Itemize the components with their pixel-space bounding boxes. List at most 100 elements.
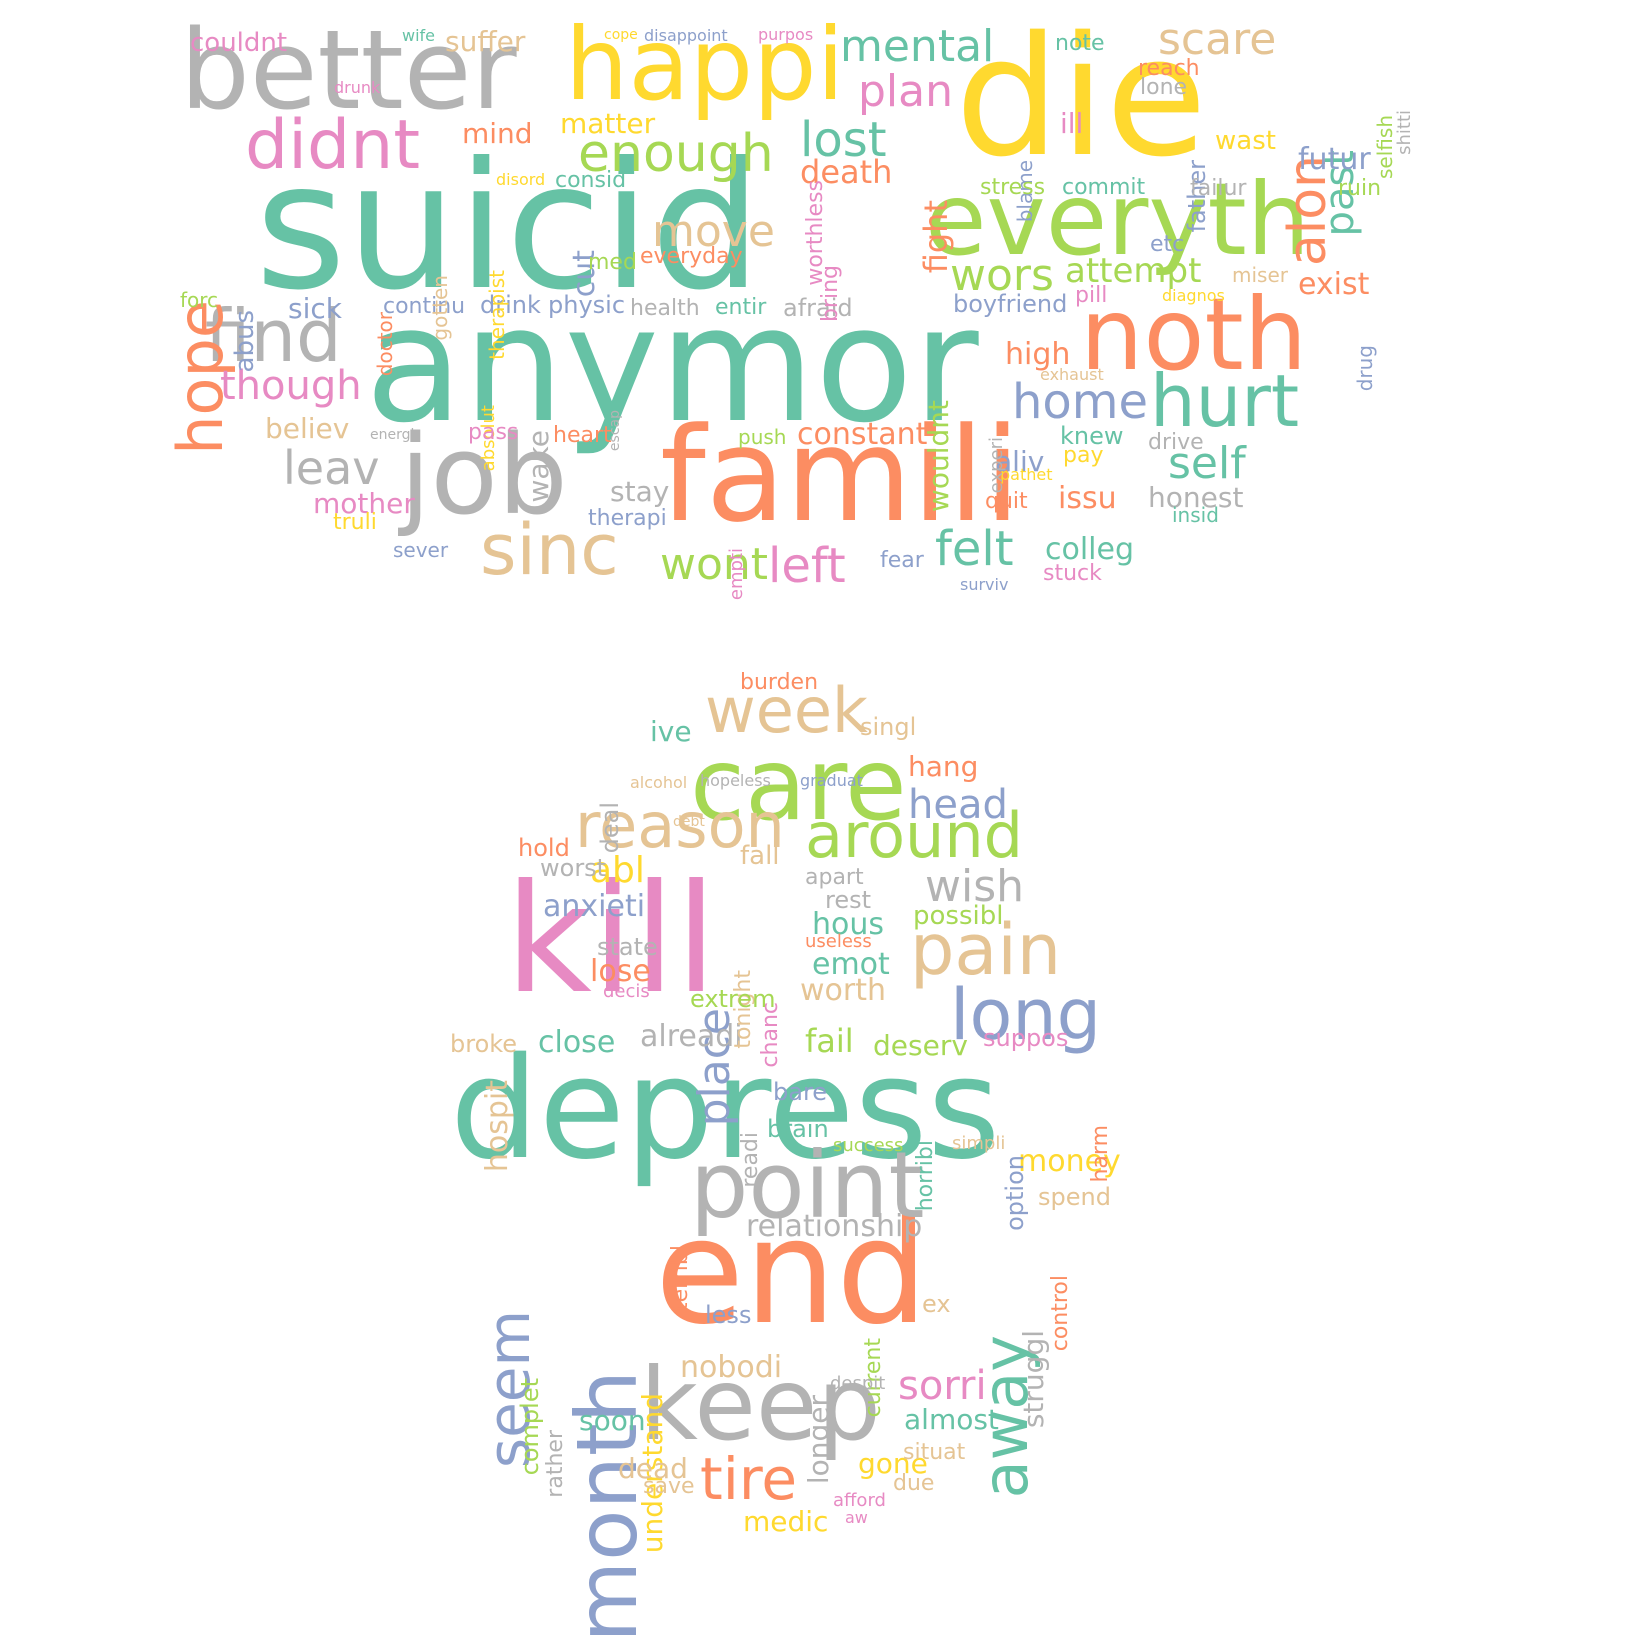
word-disappoint: disappoint <box>644 26 728 45</box>
word-noth: noth <box>1080 276 1308 393</box>
word-close: close <box>538 1025 616 1060</box>
word-surviv: surviv <box>960 575 1009 594</box>
word-lone: lone <box>1140 75 1188 100</box>
word-job: job <box>400 411 568 539</box>
word-worst: worst <box>540 854 607 882</box>
word-week: week <box>705 674 868 747</box>
word-self: self <box>1168 438 1246 489</box>
word-struggl: struggl <box>1017 1330 1050 1429</box>
word-drink: drink <box>480 291 541 319</box>
word-wish: wish <box>925 861 1025 912</box>
word-truli: truli <box>333 510 377 535</box>
word-success: success <box>833 1135 904 1156</box>
word-wast: wast <box>1215 126 1276 156</box>
word-high: high <box>1005 337 1071 372</box>
word-around: around <box>805 799 1023 872</box>
word-medic: medic <box>743 1505 829 1538</box>
word-kill: kill <box>505 853 717 1027</box>
word-simpli: simpli <box>952 1133 1006 1154</box>
word-pass: pass <box>468 420 519 445</box>
word-afford: afford <box>833 1490 886 1511</box>
word-tire: tire <box>700 1445 798 1513</box>
word-pay: pay <box>1063 443 1104 468</box>
word-rather: rather <box>543 1430 568 1498</box>
word-escap: escap <box>607 410 623 452</box>
word-leav: leav <box>283 441 380 495</box>
word-money: money <box>1018 1144 1121 1179</box>
word-aw: aw <box>845 1508 868 1527</box>
word-couldnt: couldnt <box>190 28 288 58</box>
word-soon: soon <box>579 1404 646 1437</box>
word-due: due <box>893 1471 935 1496</box>
word-everyday: everyday <box>640 244 743 269</box>
word-depress: depress <box>450 1028 1001 1191</box>
word-doctor: doctor <box>373 312 397 377</box>
word-shitti: shitti <box>1394 110 1415 155</box>
word-wouldnt: wouldnt <box>922 400 955 513</box>
word-keep: keep <box>640 1346 881 1463</box>
word-exist: exist <box>1298 267 1370 302</box>
word-honest: honest <box>1148 481 1244 514</box>
word-option: option <box>1001 1155 1029 1231</box>
word-drug: drug <box>1353 345 1377 392</box>
word-med: med <box>588 250 637 275</box>
word-left: left <box>768 538 846 594</box>
word-rest: rest <box>825 886 872 914</box>
word-forc: forc <box>180 288 219 312</box>
word-mental: mental <box>840 21 995 72</box>
word-nobodi: nobodi <box>680 1350 783 1385</box>
word-stuck: stuck <box>1043 561 1102 586</box>
word-purpos: purpos <box>758 25 814 44</box>
word-selfish: selfish <box>1373 115 1397 179</box>
word-stress: stress <box>980 175 1046 200</box>
word-possibl: possibl <box>913 901 1004 931</box>
word-knew: knew <box>1060 422 1124 450</box>
word-longer: longer <box>802 1395 835 1485</box>
word-experi: experi <box>986 437 1007 494</box>
word-state: state <box>597 933 658 961</box>
word-entir: entir <box>715 295 767 320</box>
word-pathet: pathet <box>1000 465 1053 484</box>
word-less: less <box>705 1301 752 1329</box>
word-harm: harm <box>1088 1125 1113 1183</box>
word-pain: pain <box>910 909 1062 991</box>
word-end: end <box>655 1188 929 1357</box>
word-alcohol: alcohol <box>630 773 688 792</box>
word-quit: quit <box>985 489 1028 514</box>
word-failur: failur <box>1190 176 1247 201</box>
word-wake: wake <box>522 430 555 503</box>
word-stay: stay <box>610 475 670 508</box>
word-fear: fear <box>880 548 924 573</box>
word-deal: deal <box>596 802 624 854</box>
word-cope: cope <box>604 27 638 43</box>
word-suffer: suffer <box>445 25 526 58</box>
word-care: care <box>690 726 907 843</box>
word-colleg: colleg <box>1045 532 1135 567</box>
word-pill: pill <box>1075 283 1108 308</box>
word-afraid: afraid <box>783 294 853 322</box>
word-bare: bare <box>773 1078 828 1106</box>
word-anymor: anymor <box>365 271 979 458</box>
word-boyfriend: boyfriend <box>953 290 1068 318</box>
word-reach: reach <box>1138 56 1200 81</box>
word-useless: useless <box>805 931 872 952</box>
word-suicid: suicid <box>255 126 762 329</box>
word-apart: apart <box>805 865 864 890</box>
word-sever: sever <box>393 538 449 562</box>
word-hang: hang <box>908 750 979 783</box>
word-readi: readi <box>738 1132 763 1188</box>
word-alreadi: alreadi <box>640 1019 743 1054</box>
word-reason: reason <box>575 789 785 862</box>
word-wife: wife <box>402 26 436 45</box>
word-burden: burden <box>740 670 819 695</box>
word-hospit: hospit <box>480 1080 515 1173</box>
word-long: long <box>950 974 1102 1056</box>
word-therapist: therapist <box>485 270 509 360</box>
word-horribl: horribl <box>913 1140 938 1212</box>
word-felt: felt <box>935 521 1014 577</box>
word-energi: energi <box>370 427 415 443</box>
word-consid: consid <box>555 168 627 193</box>
word-famili: famili <box>660 399 1021 551</box>
word-heart: heart <box>553 423 612 448</box>
word-brain: brain <box>767 1115 829 1143</box>
